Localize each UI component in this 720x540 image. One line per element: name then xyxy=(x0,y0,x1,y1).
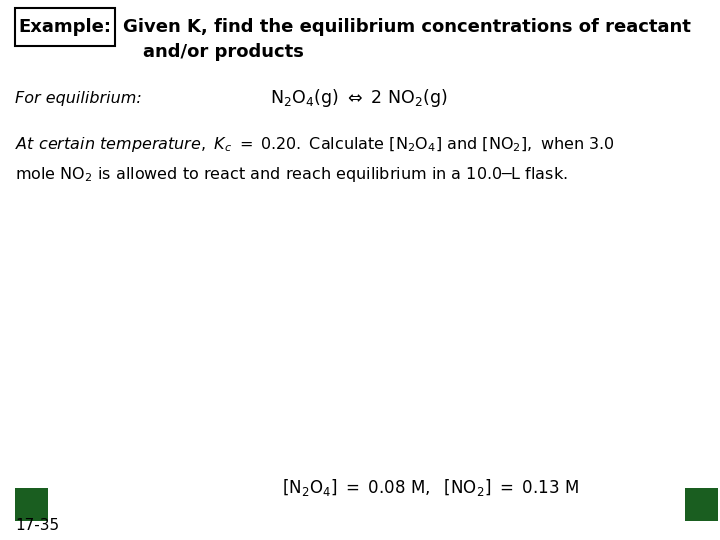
Text: and/or products: and/or products xyxy=(143,43,304,61)
Text: 17-35: 17-35 xyxy=(15,517,59,532)
Text: $\rm{[N_2O_4]\ =\ 0.08\ M,\ \ [NO_2]\ =\ 0.13\ M}$: $\rm{[N_2O_4]\ =\ 0.08\ M,\ \ [NO_2]\ =\… xyxy=(282,477,578,498)
Text: Given K, find the equilibrium concentrations of reactant: Given K, find the equilibrium concentrat… xyxy=(123,18,691,36)
Text: $\mathregular{N_2O_4(g)\ \Leftrightarrow\ 2\ NO_2(g)}$: $\mathregular{N_2O_4(g)\ \Leftrightarrow… xyxy=(270,87,448,109)
Text: $\it{At\ certain\ temperature,\ K_c}$$\rm{\ =\ 0.20.\ Calculate\ [N_2O_4]\ and\ : $\it{At\ certain\ temperature,\ K_c}$$\r… xyxy=(15,136,615,154)
Text: For equilibrium:: For equilibrium: xyxy=(15,91,142,105)
Text: Example:: Example: xyxy=(19,18,112,36)
Text: $\rm{mole\ NO_2\ is\ allowed\ to\ react\ and\ reach\ equilibrium\ in\ a\ 10.0\!\: $\rm{mole\ NO_2\ is\ allowed\ to\ react\… xyxy=(15,165,567,185)
Bar xyxy=(15,488,48,521)
Bar xyxy=(15,8,115,46)
Bar xyxy=(685,488,718,521)
